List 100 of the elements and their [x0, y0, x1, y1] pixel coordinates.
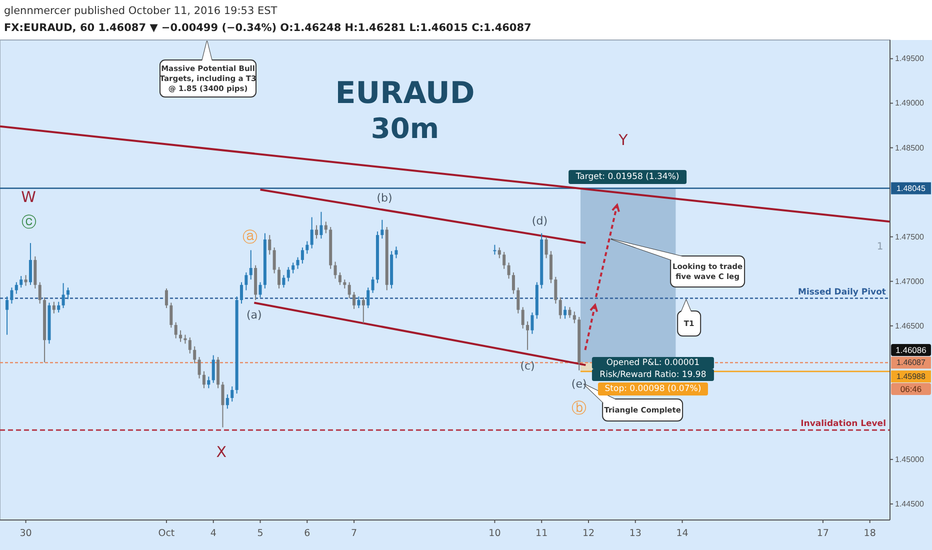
candlestick [572, 311, 576, 324]
annotation: ⓑ [572, 399, 587, 417]
annotation: Target: 0.01958 (1.34%) [574, 172, 680, 182]
candlestick [507, 262, 510, 280]
annotation: (a) [246, 308, 262, 322]
candlestick [179, 330, 182, 342]
annotation: Risk/Reward Ratio: 19.98 [600, 370, 706, 380]
candlestick [66, 287, 70, 300]
text: glennmercer published October 11, 2016 19:53 EST [4, 5, 278, 17]
candlestick [526, 320, 530, 350]
candlestick [244, 272, 248, 291]
candlestick [334, 261, 337, 280]
candlestick [198, 356, 201, 379]
text: 1.46086 [896, 345, 927, 355]
candlestick [14, 282, 18, 294]
candlestick [352, 292, 356, 310]
candlestick [338, 272, 342, 286]
y-tick-label: 1.44500 [895, 499, 924, 508]
candlestick [52, 301, 56, 314]
annotation: (b) [376, 192, 392, 204]
candlestick [164, 288, 168, 309]
candlestick [282, 274, 286, 288]
candlestick [221, 381, 224, 428]
x-tick-label: 5 [257, 528, 264, 539]
candlestick [371, 276, 374, 294]
candlestick [286, 266, 290, 282]
candlestick [558, 296, 562, 320]
candlestick [362, 296, 365, 324]
candlestick [28, 242, 32, 286]
annotation: ⓐ [242, 228, 258, 246]
candlestick [272, 246, 276, 274]
candlestick [24, 274, 28, 286]
candlestick [324, 221, 328, 234]
annotation: W [21, 188, 36, 206]
candlestick [202, 370, 206, 389]
candlestick [521, 306, 524, 330]
y-tick-label: 1.48500 [895, 143, 924, 152]
candlestick [564, 306, 567, 320]
annotation: Stop: 0.00098 (0.07%) [604, 384, 702, 394]
candlestick [348, 282, 351, 299]
candlestick [380, 219, 384, 240]
candlestick [20, 275, 23, 288]
annotation: ⓒ [22, 213, 37, 231]
annotation: X [216, 443, 226, 461]
text: EURAUD [335, 76, 475, 111]
x-tick-label: 12 [582, 528, 595, 539]
candlestick [366, 287, 370, 309]
x-tick-label: 10 [488, 528, 501, 539]
candlestick [6, 296, 9, 336]
x-tick-label: 14 [676, 528, 688, 539]
candlestick [268, 234, 272, 256]
candlestick [306, 240, 309, 254]
candlestick [38, 282, 42, 304]
y-tick-label: 1.49500 [895, 54, 924, 64]
candlestick [258, 282, 262, 298]
y-tick-label: 1.47500 [895, 232, 924, 242]
candlestick [357, 296, 360, 309]
candlestick [292, 262, 295, 274]
candlestick [278, 266, 281, 289]
candlestick [57, 301, 60, 314]
candlestick [62, 282, 65, 309]
candlestick [212, 354, 215, 384]
x-tick-label: Oct [158, 528, 175, 539]
ref-line-label: Invalidation Level [800, 419, 886, 430]
x-tick-label: 17 [816, 528, 829, 539]
candlestick [512, 272, 515, 294]
candlestick [249, 250, 252, 280]
candlestick [193, 346, 196, 364]
annotation: (e) [571, 378, 587, 390]
annotation: Y [618, 131, 629, 149]
candlestick [240, 282, 243, 304]
text: 30m [370, 112, 440, 145]
candlestick [230, 386, 234, 402]
text: FX:EURAUD, 60 1.46087 ▼ −0.00499 (−0.34%) O:1.46248 H:1.46281 L:1.46015 C:1.46087 [4, 22, 532, 34]
candlestick [174, 322, 178, 339]
x-tick-label: 30 [20, 528, 32, 539]
candlestick [544, 236, 548, 259]
x-tick-label: 18 [864, 528, 876, 539]
candlestick [296, 256, 300, 270]
x-tick-label: 4 [210, 528, 216, 539]
ref-line-label: Missed Daily Pivot [798, 287, 886, 298]
x-tick-label: 7 [351, 528, 358, 539]
candlestick [170, 302, 173, 328]
candlestick [315, 224, 318, 240]
candlestick [568, 306, 572, 318]
ref-line-label: 1.48045 [896, 184, 926, 193]
candlestick [493, 244, 496, 256]
candlestick [10, 287, 14, 304]
candlestick [310, 216, 314, 249]
candlestick [207, 376, 210, 389]
candlestick [554, 276, 558, 304]
candlestick [502, 251, 506, 270]
candlestick [498, 246, 501, 259]
candlestick [300, 246, 304, 264]
candlestick [226, 394, 229, 410]
annotation: (c) [520, 360, 535, 372]
candlestick [516, 287, 520, 314]
ref-line-label: 1.45988 [896, 372, 926, 381]
y-tick-label: 1.46500 [895, 321, 924, 330]
y-tick-label: 1.47000 [895, 276, 924, 286]
